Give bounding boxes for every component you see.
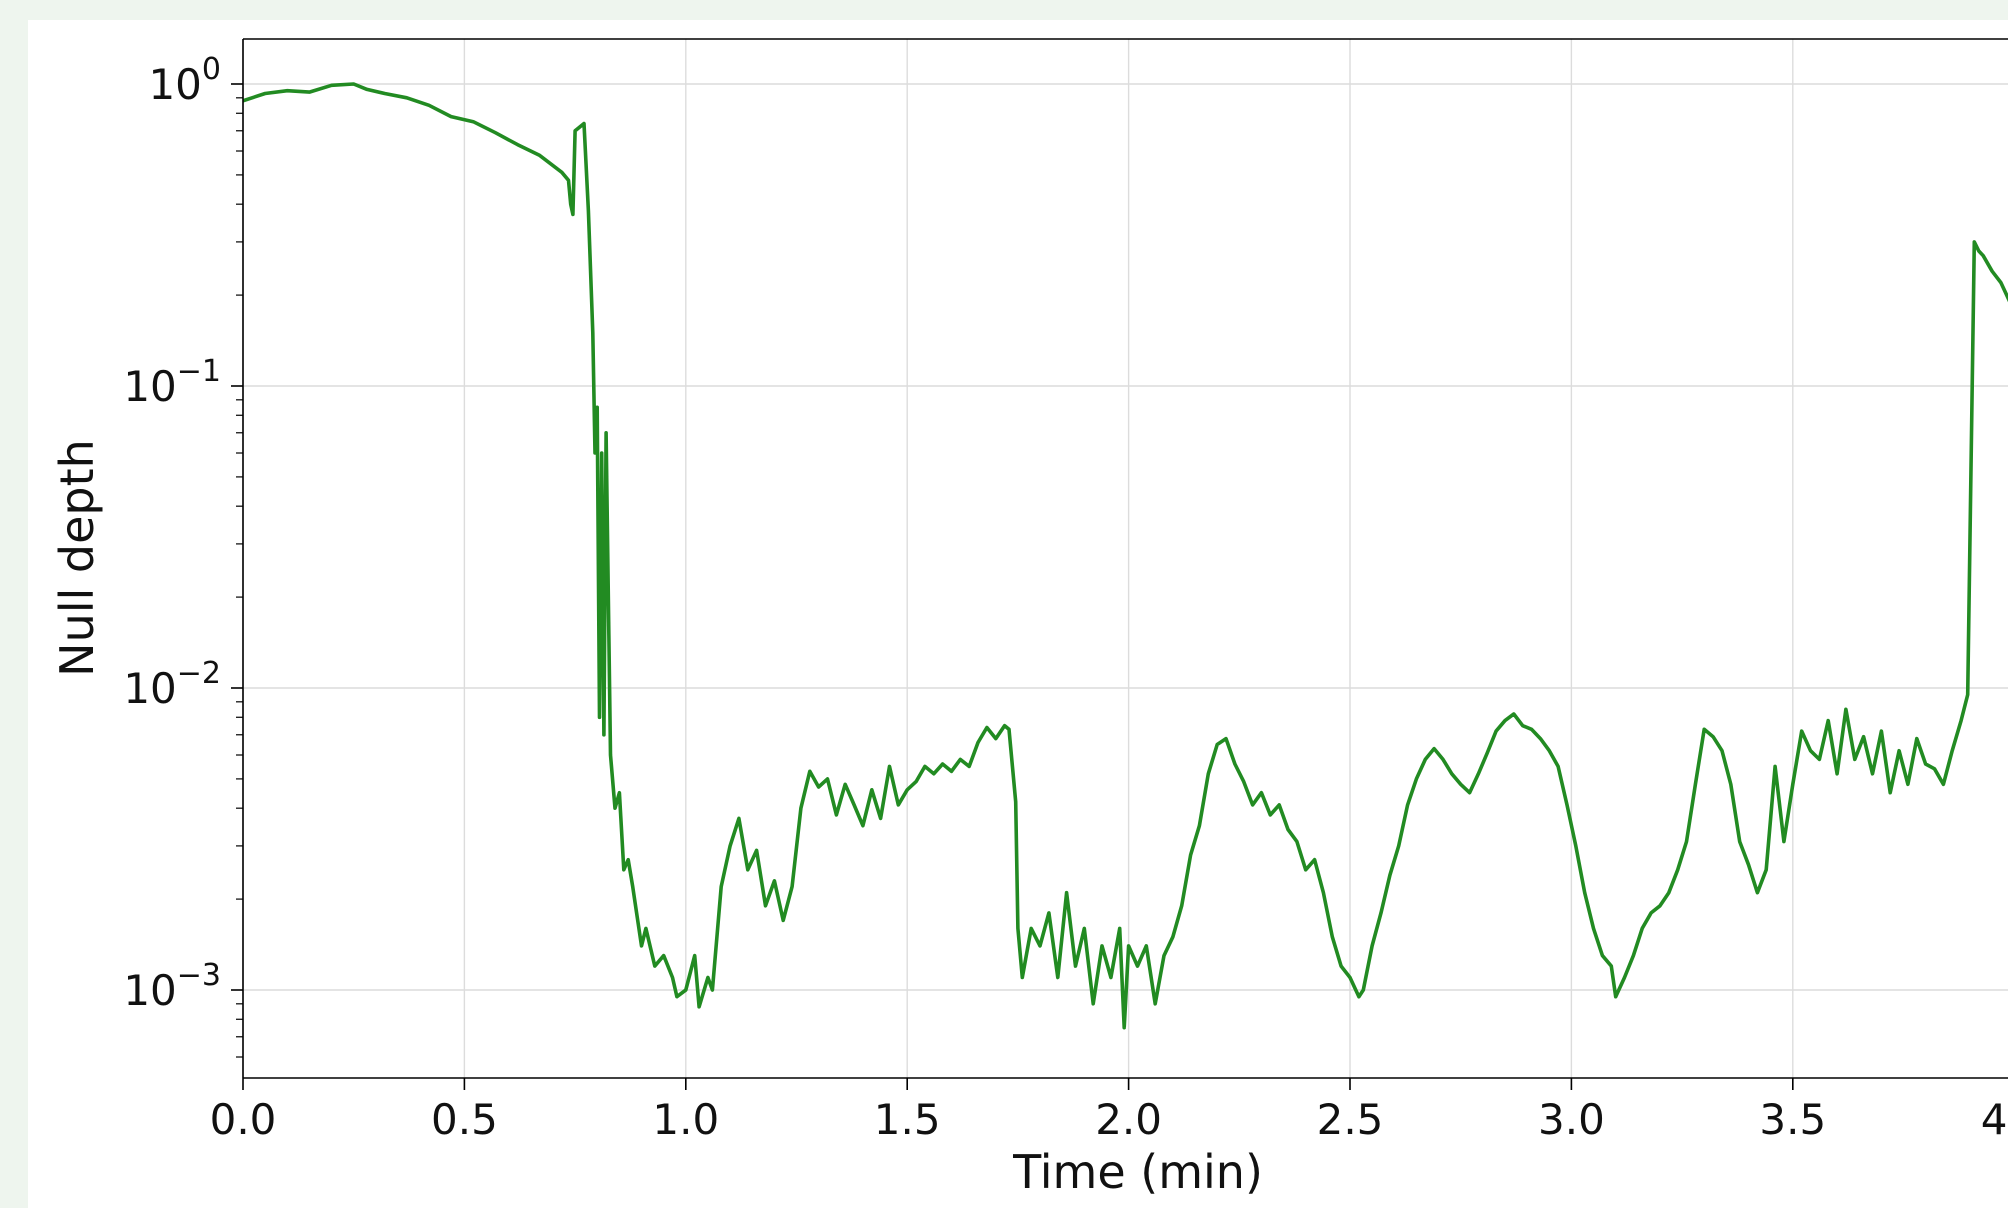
x-tick-label: 0.5 xyxy=(431,1095,498,1144)
x-tick-label: 2.5 xyxy=(1317,1095,1384,1144)
y-axis-label: Null depth xyxy=(50,439,104,677)
x-tick-label: 3.0 xyxy=(1538,1095,1605,1144)
plot-frame xyxy=(242,38,2008,1079)
y-tick-label: 10−2 xyxy=(123,656,221,713)
series-layer xyxy=(243,82,2008,1030)
x-tick-label: 2.0 xyxy=(1095,1095,1162,1144)
null-depth-series-line xyxy=(243,82,2008,1030)
x-tick-label: 1.5 xyxy=(874,1095,941,1144)
chart-panel: 0.00.51.01.52.02.53.03.54.0 10010−110−21… xyxy=(28,20,2008,1208)
y-tick-label: 10−1 xyxy=(123,354,221,411)
x-tick-label: 3.5 xyxy=(1759,1095,1826,1144)
x-tick-label: 1.0 xyxy=(652,1095,719,1144)
null-depth-chart: 0.00.51.01.52.02.53.03.54.0 10010−110−21… xyxy=(50,38,2008,1199)
x-axis-ticks: 0.0 0.5 1.0 1.5 2.0 2.5 3.0 3.5 4.0 xyxy=(210,1078,2008,1144)
x-axis-label: Time (min) xyxy=(1012,1145,1263,1199)
y-axis-ticks: 100 10−1 10−2 10−3 xyxy=(123,52,243,1015)
y-tick-label: 100 xyxy=(148,52,221,109)
y-minor-ticks xyxy=(236,97,243,1058)
grid-lines xyxy=(242,39,2008,1078)
y-tick-label: 10−3 xyxy=(123,958,221,1015)
x-tick-label: 4.0 xyxy=(1981,1095,2008,1144)
x-tick-label: 0.0 xyxy=(210,1095,277,1144)
